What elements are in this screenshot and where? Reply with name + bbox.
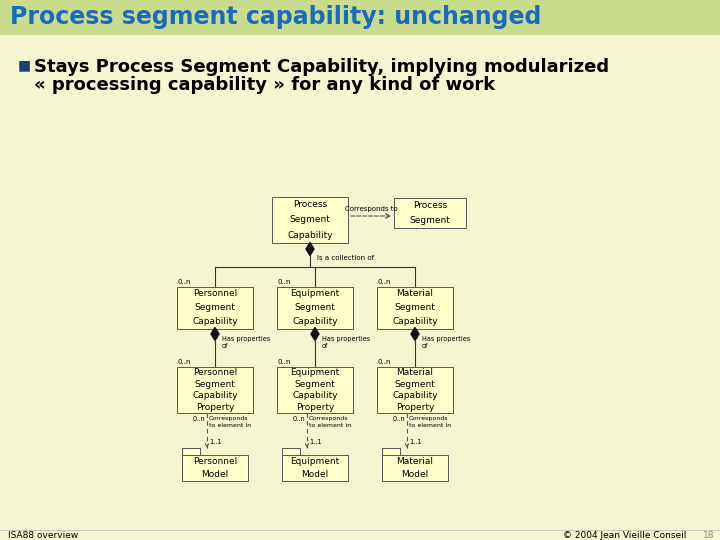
Text: 1..1: 1..1 <box>409 439 421 445</box>
Text: Corresponds: Corresponds <box>309 416 348 421</box>
Text: 0..n: 0..n <box>177 359 191 365</box>
Text: Material: Material <box>397 289 433 299</box>
Text: Equipment: Equipment <box>290 289 340 299</box>
Text: 0..n: 0..n <box>177 279 191 285</box>
Bar <box>177 287 253 329</box>
Text: Capability: Capability <box>287 231 333 240</box>
Text: Segment: Segment <box>395 303 436 313</box>
Text: Segment: Segment <box>294 303 336 313</box>
Text: Material: Material <box>397 368 433 377</box>
Text: of: of <box>322 343 328 349</box>
Bar <box>177 367 253 413</box>
Text: Segment: Segment <box>194 380 235 389</box>
Text: Model: Model <box>202 470 229 479</box>
Text: 0..n: 0..n <box>377 359 390 365</box>
Text: Corresponds: Corresponds <box>409 416 449 421</box>
Text: Corresponds: Corresponds <box>209 416 248 421</box>
Bar <box>0 0 720 35</box>
Bar <box>277 367 353 413</box>
Text: Personnel: Personnel <box>193 289 237 299</box>
Text: 0..n: 0..n <box>377 279 390 285</box>
Text: Capability: Capability <box>192 318 238 327</box>
Text: 18: 18 <box>703 531 714 540</box>
Text: Process: Process <box>293 200 327 209</box>
Text: Property: Property <box>396 403 434 411</box>
Text: Segment: Segment <box>294 380 336 389</box>
Text: 0..n: 0..n <box>192 416 205 422</box>
Text: of: of <box>422 343 428 349</box>
Text: Corresponds to: Corresponds to <box>345 206 397 212</box>
Bar <box>377 287 453 329</box>
Text: Is a collection of: Is a collection of <box>317 255 374 261</box>
Text: Capability: Capability <box>392 392 438 400</box>
Text: to element in: to element in <box>409 423 451 428</box>
Text: Equipment: Equipment <box>290 368 340 377</box>
Text: of: of <box>222 343 228 349</box>
Text: to element in: to element in <box>209 423 251 428</box>
Bar <box>272 197 348 243</box>
Text: Segment: Segment <box>289 215 330 225</box>
Text: Process: Process <box>413 201 447 210</box>
Text: Has properties: Has properties <box>322 336 370 342</box>
Text: ■: ■ <box>18 58 31 72</box>
Bar <box>382 455 448 481</box>
Text: « processing capability » for any kind of work: « processing capability » for any kind o… <box>34 76 495 94</box>
Text: Segment: Segment <box>194 303 235 313</box>
Bar <box>182 448 200 455</box>
Text: Segment: Segment <box>410 216 451 225</box>
Text: Process segment capability: unchanged: Process segment capability: unchanged <box>10 5 541 29</box>
Bar <box>394 198 466 228</box>
Text: 1..1: 1..1 <box>209 439 222 445</box>
Bar <box>282 455 348 481</box>
Polygon shape <box>306 242 314 255</box>
Text: Has properties: Has properties <box>222 336 270 342</box>
Text: Model: Model <box>401 470 428 479</box>
Text: Equipment: Equipment <box>290 457 340 466</box>
Text: Has properties: Has properties <box>422 336 470 342</box>
Text: Capability: Capability <box>392 318 438 327</box>
Text: ISA88 overview: ISA88 overview <box>8 531 78 540</box>
Polygon shape <box>311 327 319 341</box>
Bar <box>382 448 400 455</box>
Bar <box>282 448 300 455</box>
Polygon shape <box>211 327 219 341</box>
Text: to element in: to element in <box>309 423 351 428</box>
Text: Stays Process Segment Capability, implying modularized: Stays Process Segment Capability, implyi… <box>34 58 609 76</box>
Text: Property: Property <box>196 403 234 411</box>
Text: 0..n: 0..n <box>277 279 290 285</box>
Text: Property: Property <box>296 403 334 411</box>
Text: Personnel: Personnel <box>193 368 237 377</box>
Bar <box>182 455 248 481</box>
Text: 0..n: 0..n <box>277 359 290 365</box>
Text: Capability: Capability <box>292 392 338 400</box>
Bar <box>377 367 453 413</box>
Bar <box>277 287 353 329</box>
Text: © 2004 Jean Vieille Conseil: © 2004 Jean Vieille Conseil <box>562 531 686 540</box>
Text: 0..n: 0..n <box>392 416 405 422</box>
Text: Personnel: Personnel <box>193 457 237 466</box>
Text: Segment: Segment <box>395 380 436 389</box>
Text: Capability: Capability <box>292 318 338 327</box>
Text: Model: Model <box>302 470 328 479</box>
Text: Material: Material <box>397 457 433 466</box>
Text: Capability: Capability <box>192 392 238 400</box>
Polygon shape <box>411 327 419 341</box>
Text: 0..n: 0..n <box>292 416 305 422</box>
Text: 1..1: 1..1 <box>309 439 322 445</box>
